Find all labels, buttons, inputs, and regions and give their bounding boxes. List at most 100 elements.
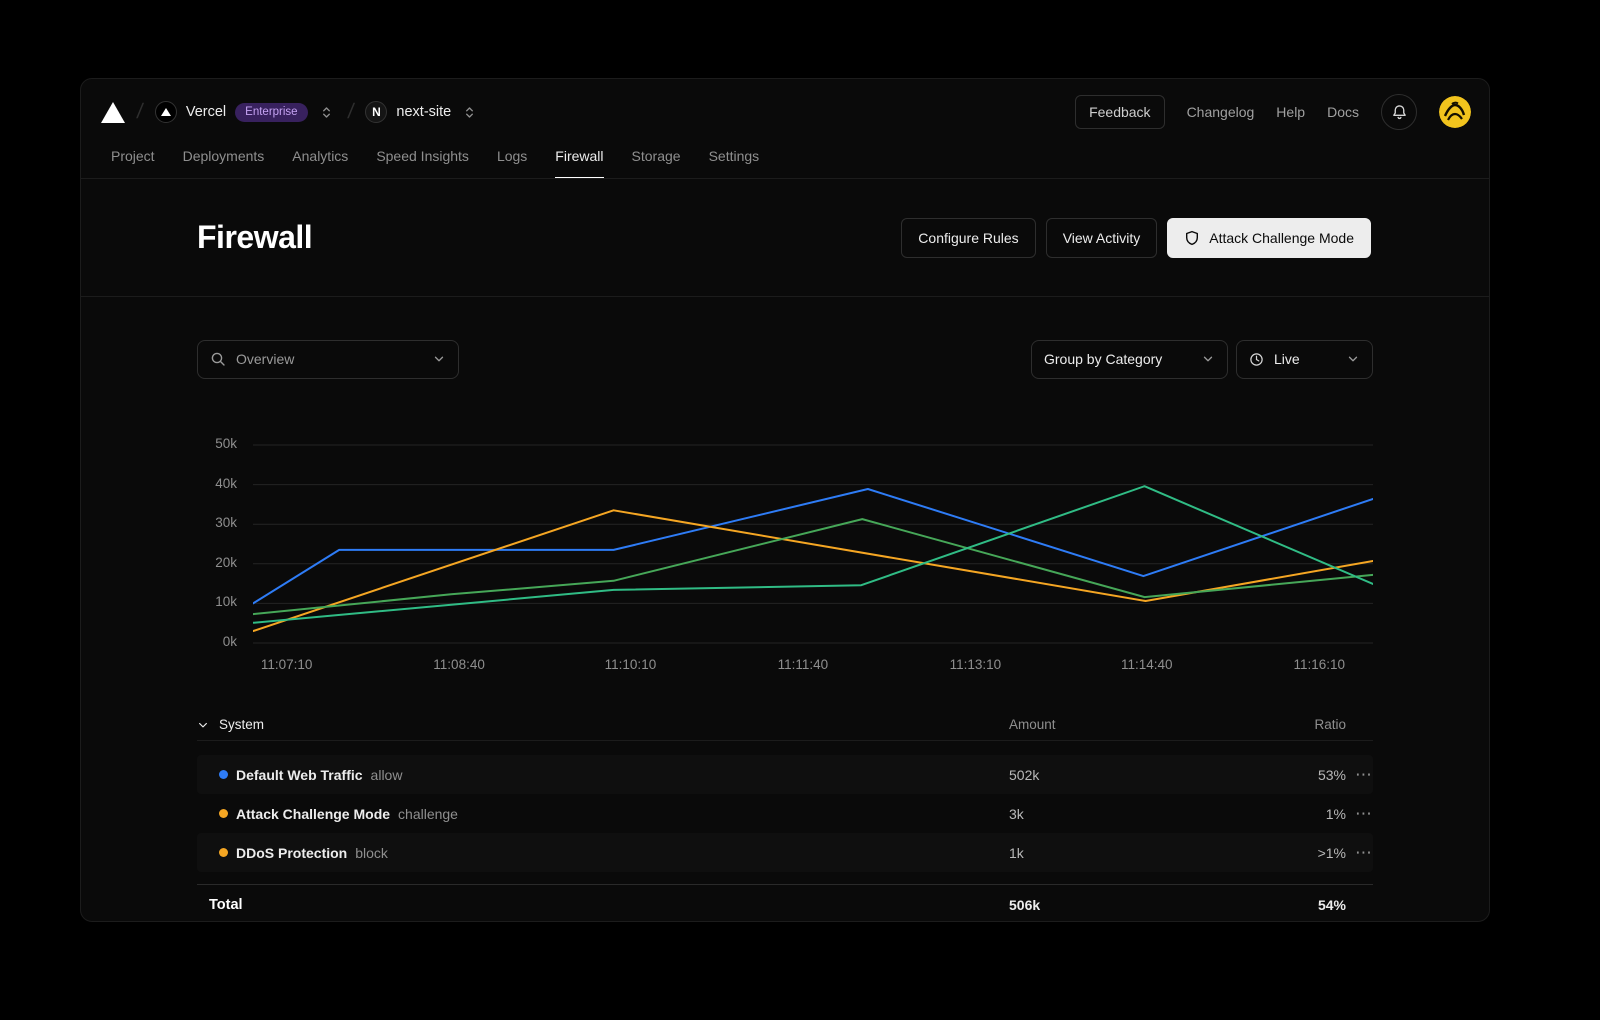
table-row-ddos-protection[interactable]: DDoS Protection block 1k >1% ⋯ bbox=[197, 833, 1373, 872]
rule-ratio: 53% bbox=[1317, 766, 1346, 783]
breadcrumb-slash: / bbox=[346, 100, 356, 123]
project-avatar: N bbox=[365, 101, 388, 123]
x-axis-tick: 11:10:10 bbox=[604, 657, 657, 672]
rule-action: block bbox=[355, 844, 388, 861]
total-row: Total 506k 54% bbox=[197, 885, 1373, 925]
tab-project[interactable]: Project bbox=[111, 148, 155, 164]
team-selector-button[interactable] bbox=[317, 103, 336, 122]
chart-y-axis: 0k 10k 20k 30k 40k 50k bbox=[197, 436, 237, 651]
chevrons-up-down-icon bbox=[322, 106, 330, 118]
tab-storage[interactable]: Storage bbox=[631, 148, 681, 164]
docs-link[interactable]: Docs bbox=[1327, 104, 1359, 120]
rule-status-dot bbox=[219, 770, 228, 779]
row-menu-button[interactable]: ⋯ bbox=[1355, 764, 1373, 784]
top-header: / Vercel Enterprise / N next-site bbox=[101, 91, 1471, 133]
x-axis-tick: 11:14:40 bbox=[1120, 657, 1173, 672]
x-axis-tick: 11:07:10 bbox=[260, 657, 313, 672]
y-axis-tick: 50k bbox=[215, 436, 237, 451]
total-label: Total bbox=[209, 897, 243, 913]
chart-plot-area bbox=[253, 441, 1373, 651]
team-switcher[interactable]: Vercel Enterprise bbox=[154, 101, 336, 123]
y-axis-tick: 10k bbox=[215, 594, 237, 610]
overview-select-value: Overview bbox=[236, 351, 295, 367]
overview-select[interactable]: Overview bbox=[197, 339, 459, 379]
enterprise-badge: Enterprise bbox=[235, 102, 308, 122]
project-nav: Project Deployments Analytics Speed Insi… bbox=[101, 133, 1469, 179]
attack-challenge-mode-button[interactable]: Attack Challenge Mode bbox=[1167, 217, 1371, 258]
avatar-artwork bbox=[1439, 96, 1471, 128]
group-by-select[interactable]: Group by Category bbox=[1031, 339, 1228, 379]
feedback-button[interactable]: Feedback bbox=[1075, 95, 1165, 129]
y-axis-tick: 30k bbox=[215, 515, 237, 531]
y-axis-tick: 20k bbox=[215, 554, 237, 570]
header-actions: Feedback Changelog Help Docs bbox=[1075, 94, 1471, 130]
filter-bar: Overview Group by Category Live bbox=[197, 339, 1373, 379]
vercel-logo-icon[interactable] bbox=[101, 101, 125, 123]
y-axis-tick: 0k bbox=[222, 634, 237, 649]
table-row-default-web-traffic[interactable]: Default Web Traffic allow 502k 53% ⋯ bbox=[197, 755, 1373, 794]
x-axis-tick: 11:16:10 bbox=[1293, 657, 1346, 672]
attack-challenge-mode-label: Attack Challenge Mode bbox=[1209, 229, 1354, 246]
rule-name: DDoS Protection block bbox=[236, 844, 388, 861]
filter-right-group: Group by Category Live bbox=[1031, 339, 1373, 379]
row-menu-button[interactable]: ⋯ bbox=[1355, 803, 1373, 823]
rule-amount: 502k bbox=[1009, 766, 1040, 783]
chart-line-series-teal bbox=[253, 485, 1373, 624]
changelog-link[interactable]: Changelog bbox=[1186, 104, 1255, 120]
bell-icon bbox=[1392, 104, 1406, 119]
chart-line-series-green bbox=[253, 518, 1373, 616]
rule-ratio: >1% bbox=[1317, 844, 1346, 861]
x-axis-tick: 11:08:40 bbox=[433, 657, 485, 672]
rule-name: Default Web Traffic allow bbox=[236, 766, 403, 783]
column-header-ratio: Ratio bbox=[1314, 717, 1346, 732]
group-label: System bbox=[219, 717, 265, 732]
clock-icon bbox=[1250, 352, 1263, 366]
team-avatar-triangle-icon bbox=[160, 108, 171, 116]
breadcrumb-slash: / bbox=[135, 100, 145, 123]
x-axis-tick: 11:13:10 bbox=[949, 657, 1002, 672]
column-header-amount: Amount bbox=[1009, 717, 1056, 732]
page-actions: Configure Rules View Activity Attack Cha… bbox=[901, 217, 1371, 258]
chevron-down-icon bbox=[199, 722, 207, 727]
rule-status-dot bbox=[219, 848, 228, 857]
row-menu-button[interactable]: ⋯ bbox=[1355, 842, 1373, 862]
total-divider bbox=[197, 884, 1373, 885]
nav-divider bbox=[81, 178, 1489, 179]
user-avatar[interactable] bbox=[1439, 96, 1471, 128]
rule-action: allow bbox=[370, 766, 403, 783]
configure-rules-button[interactable]: Configure Rules bbox=[901, 217, 1036, 258]
x-axis-tick: 11:11:40 bbox=[777, 657, 829, 672]
total-ratio: 54% bbox=[1317, 897, 1346, 913]
project-switcher[interactable]: N next-site bbox=[365, 101, 479, 123]
tab-firewall[interactable]: Firewall bbox=[545, 133, 613, 179]
chart-line-series-amber bbox=[253, 509, 1373, 633]
total-amount: 506k bbox=[1009, 897, 1041, 913]
tab-deployments[interactable]: Deployments bbox=[182, 148, 265, 164]
y-axis-tick: 40k bbox=[215, 475, 237, 491]
traffic-line-chart: 0k 10k 20k 30k 40k 50k 11:07:10 11:08:40 11:10:… bbox=[197, 436, 1373, 691]
tab-logs[interactable]: Logs bbox=[496, 148, 528, 164]
rule-ratio: 1% bbox=[1325, 805, 1346, 822]
rule-action: challenge bbox=[398, 805, 458, 822]
tab-analytics[interactable]: Analytics bbox=[292, 148, 349, 164]
system-group-toggle[interactable]: System bbox=[197, 717, 264, 732]
project-selector-button[interactable] bbox=[460, 103, 479, 122]
rule-amount: 3k bbox=[1009, 805, 1024, 822]
help-link[interactable]: Help bbox=[1276, 104, 1306, 120]
time-range-select[interactable]: Live bbox=[1236, 339, 1373, 379]
search-icon bbox=[211, 352, 225, 366]
tab-settings[interactable]: Settings bbox=[708, 148, 760, 164]
view-activity-button[interactable]: View Activity bbox=[1045, 217, 1158, 258]
table-row-attack-challenge-mode[interactable]: Attack Challenge Mode challenge 3k 1% ⋯ bbox=[197, 794, 1373, 833]
tab-speed-insights[interactable]: Speed Insights bbox=[376, 148, 469, 164]
chart-svg bbox=[253, 444, 1373, 644]
rule-name: Attack Challenge Mode challenge bbox=[236, 805, 458, 822]
rules-table: System Amount Ratio Default Web Traffic a… bbox=[197, 709, 1373, 925]
notifications-button[interactable] bbox=[1381, 94, 1417, 130]
group-by-select-value: Group by Category bbox=[1044, 351, 1163, 367]
chevron-down-icon bbox=[1203, 356, 1213, 362]
breadcrumb: / Vercel Enterprise / N next-site bbox=[101, 100, 479, 124]
shield-icon bbox=[1186, 230, 1199, 245]
time-range-select-value: Live bbox=[1274, 351, 1300, 367]
page-title: Firewall bbox=[197, 219, 313, 255]
